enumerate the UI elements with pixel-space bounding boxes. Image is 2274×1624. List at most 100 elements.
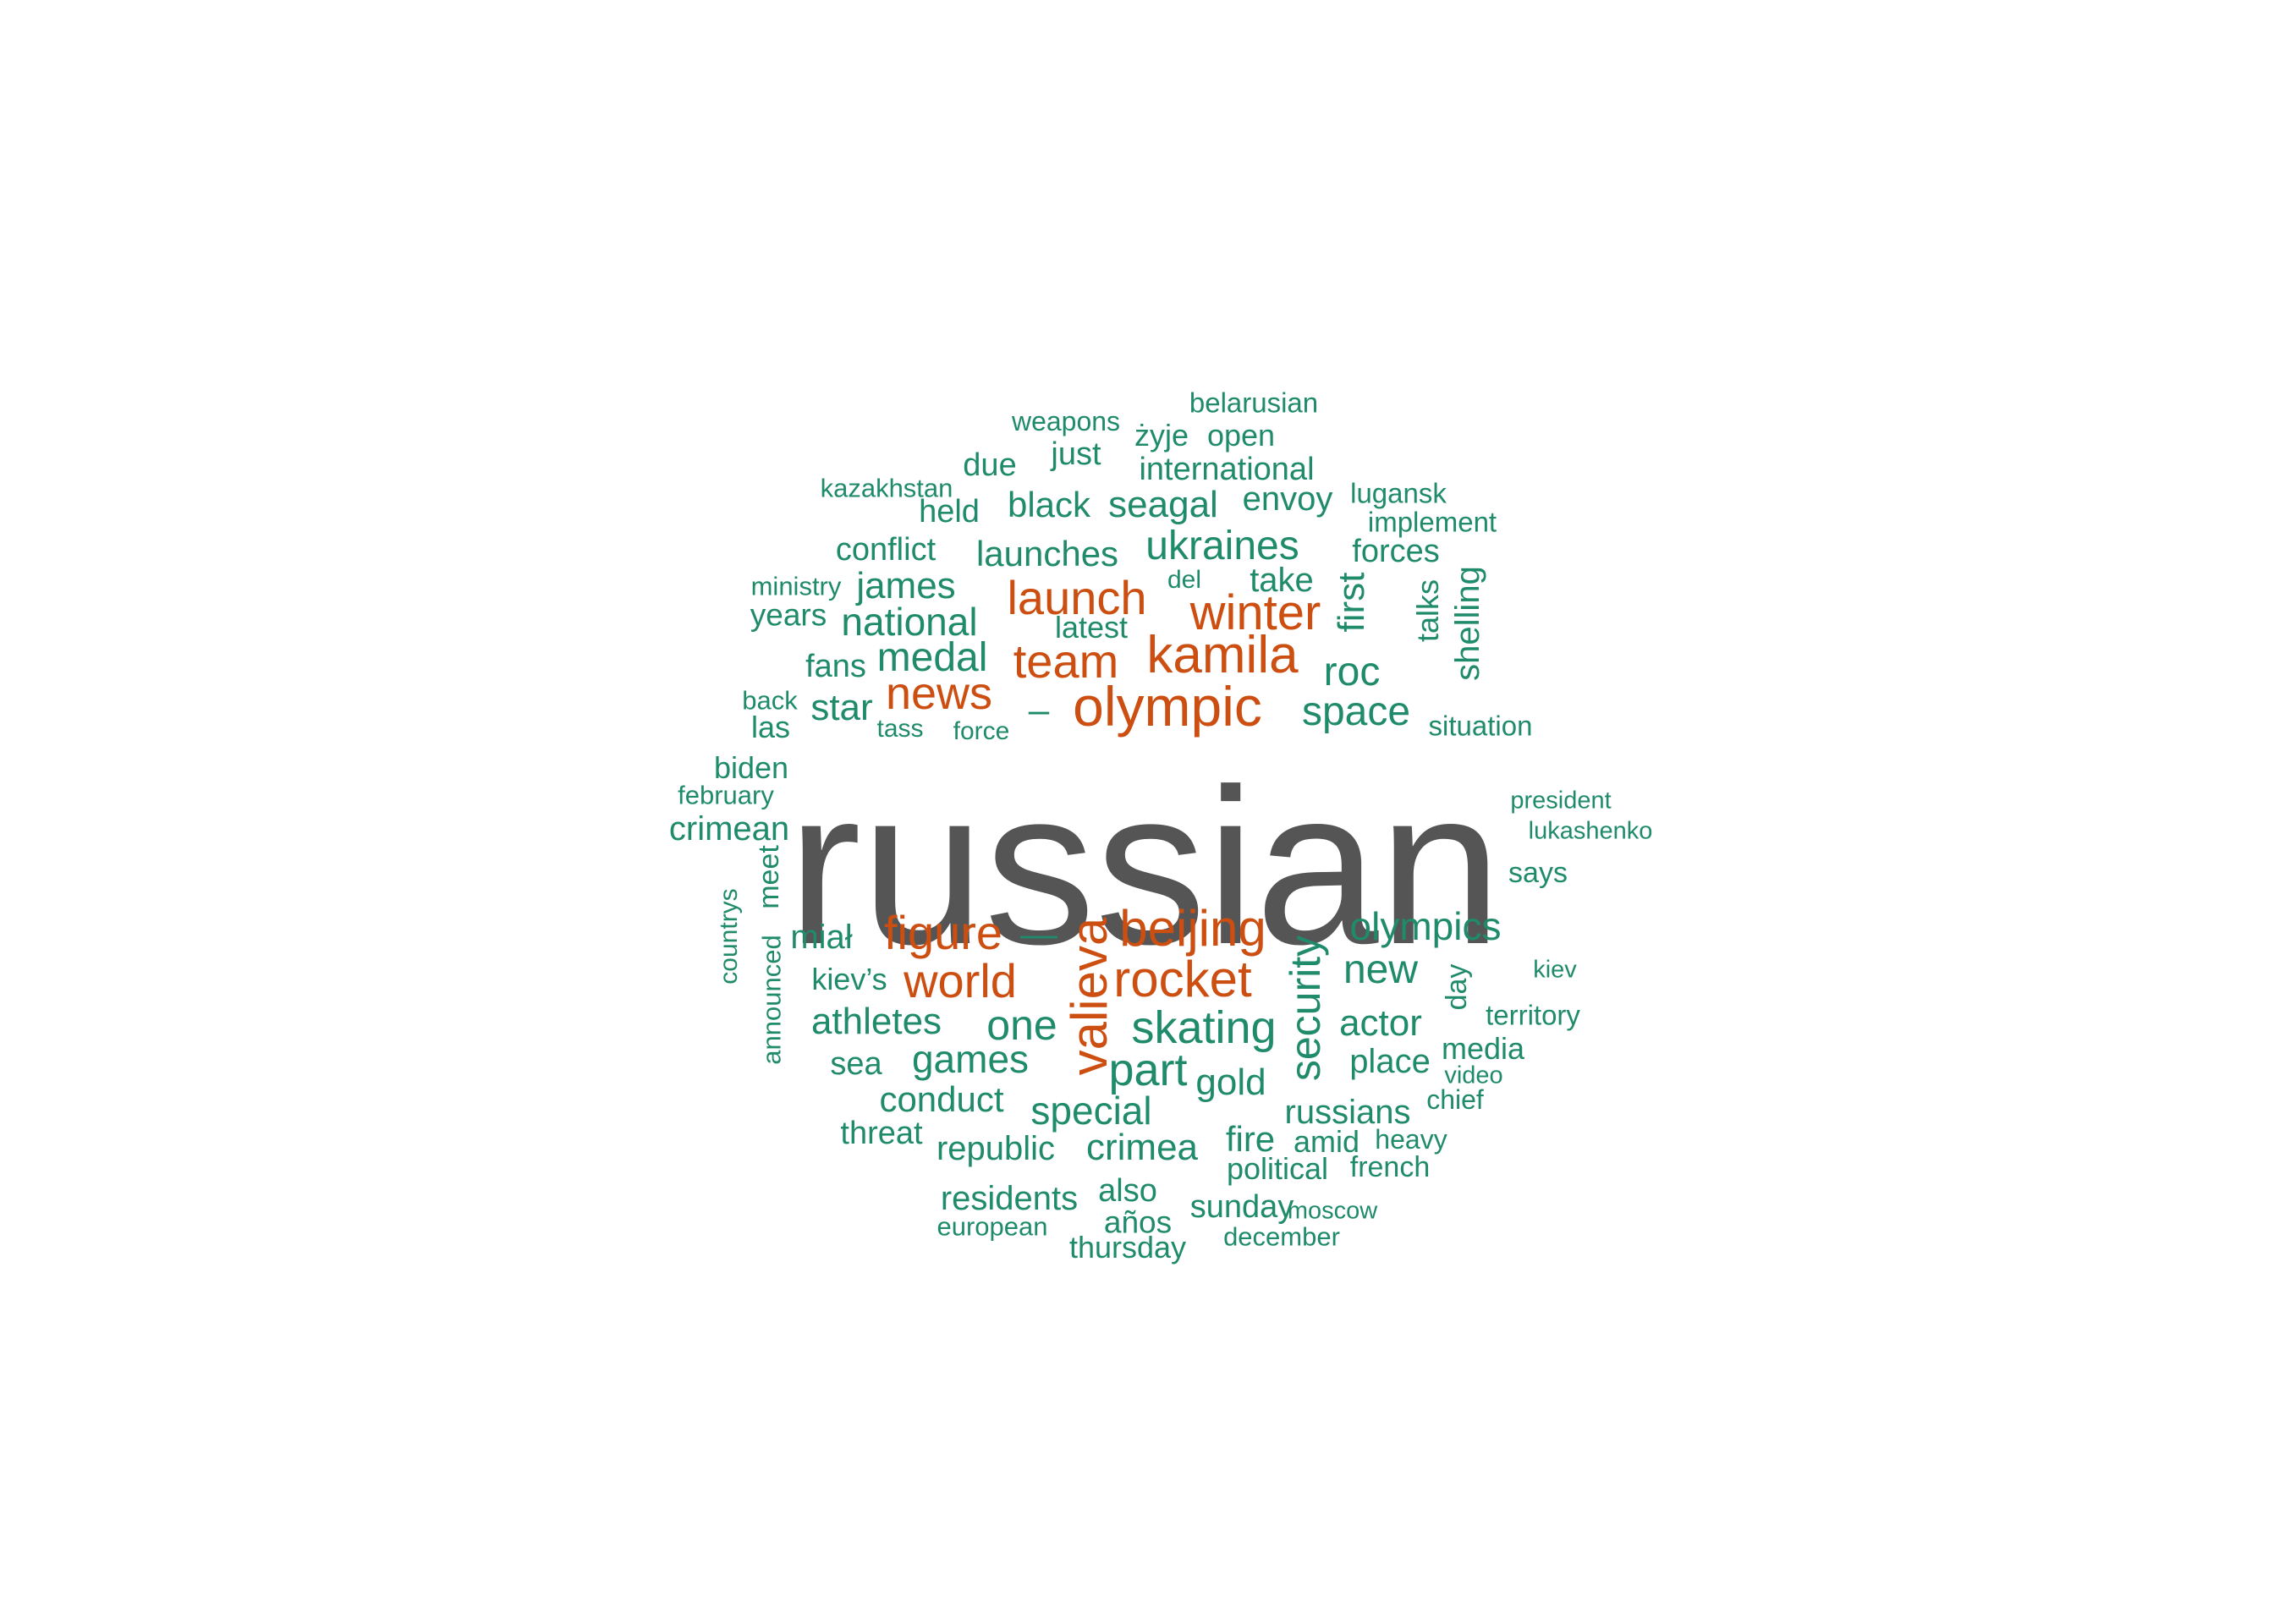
word-kievs: kiev’s [811,962,887,996]
word-biden: biden [713,750,789,785]
word-forces: forces [1352,534,1440,569]
word-day: day [1441,963,1473,1011]
word-special: special [1030,1089,1152,1133]
word-territory: territory [1486,999,1580,1031]
word-republic: republic [936,1130,1056,1167]
word-chief: chief [1426,1084,1484,1115]
word-held: held [919,494,980,529]
word-sea: sea [830,1046,882,1082]
word-security: security [1282,935,1329,1082]
word-gold: gold [1195,1062,1266,1103]
word-news: news [885,668,993,719]
word-james: james [856,565,956,606]
word-amid: amid [1293,1124,1360,1159]
word-star: star [810,687,873,728]
word-kiev: kiev [1533,956,1577,984]
word-mial: miał [790,919,853,956]
word-just: just [1051,436,1101,472]
word-envoy: envoy [1242,480,1333,518]
word-weapons: weapons [1011,406,1121,436]
word-talks: talks [1410,579,1445,643]
word-residents: residents [940,1180,1079,1217]
word-winter: winter [1189,585,1321,640]
word-launch: launch [1007,571,1147,624]
word-one: one [986,1001,1057,1049]
word-countrys: countrys [715,888,743,985]
word-ministry: ministry [750,571,842,601]
word-medal: medal [876,635,988,680]
word-russians: russians [1284,1094,1411,1131]
word-athletes: athletes [810,1001,942,1042]
word-political: political [1226,1151,1329,1186]
word-lugansk: lugansk [1350,477,1447,509]
word-roc: roc [1323,650,1381,694]
word-president: president [1510,787,1612,815]
word-meet: meet [753,845,785,909]
word-says: says [1508,857,1568,889]
word-russian: russian [787,743,1502,990]
word-open: open [1206,418,1276,453]
word-anos: años [1103,1204,1173,1240]
word-en-dash: – [1028,689,1050,731]
word-kazakhstan: kazakhstan [820,473,953,503]
word-olympic: olympic [1073,675,1262,738]
word-valieva: valieva [1061,917,1118,1076]
word-national: national [841,600,978,644]
word-crimean: crimean [668,810,790,848]
word-lukashenko: lukashenko [1528,817,1653,845]
word-latest: latest [1054,610,1129,645]
word-ukraines: ukraines [1145,524,1299,568]
word-international: international [1139,452,1315,487]
word-skating: skating [1131,1002,1277,1053]
word-sunday: sunday [1189,1189,1294,1225]
word-launches: launches [975,534,1119,573]
word-threat: threat [840,1116,923,1151]
word-heavy: heavy [1375,1124,1447,1155]
word-black: black [1007,485,1091,524]
word-due: due [963,447,1017,483]
word-part: part [1108,1045,1188,1095]
word-french: french [1349,1151,1431,1183]
word-crimea: crimea [1085,1127,1199,1168]
word-new: new [1343,947,1419,992]
word-first: first [1331,572,1372,633]
word-take: take [1250,562,1314,599]
word-media: media [1441,1031,1525,1066]
word-em-dash: — [1020,914,1057,955]
word-games: games [911,1037,1030,1081]
word-shelling: shelling [1449,566,1486,681]
word-belarusian: belarusian [1189,387,1319,419]
word-video: video [1444,1062,1503,1089]
word-fans: fans [805,649,866,684]
word-also: also [1098,1173,1157,1209]
word-tass: tass [876,715,924,743]
word-february: february [678,780,774,810]
word-moscow: moscow [1287,1197,1378,1225]
word-actor: actor [1339,1002,1422,1044]
word-rocket: rocket [1113,951,1252,1007]
word-world: world [904,954,1017,1007]
word-zyje: żyje [1134,418,1189,453]
word-years: years [750,597,827,633]
word-conflict: conflict [835,532,937,568]
word-seagal: seagal [1108,484,1218,525]
word-kamila: kamila [1146,626,1299,684]
word-figure: figure [883,906,1003,959]
word-december: december [1223,1221,1340,1252]
word-olympics: olympics [1349,904,1502,948]
word-del: del [1167,566,1202,594]
word-force: force [953,717,1010,745]
word-place: place [1349,1043,1431,1080]
word-space: space [1301,689,1411,734]
word-announced: announced [756,935,787,1065]
word-team: team [1013,634,1119,688]
word-las: las [750,710,791,744]
word-situation: situation [1428,710,1533,742]
word-back: back [742,685,798,716]
word-fire: fire [1225,1119,1276,1159]
word-conduct: conduct [879,1079,1004,1119]
word-thursday: thursday [1068,1230,1187,1265]
word-beijing: beijing [1119,900,1266,957]
word-implement: implement [1367,506,1497,538]
